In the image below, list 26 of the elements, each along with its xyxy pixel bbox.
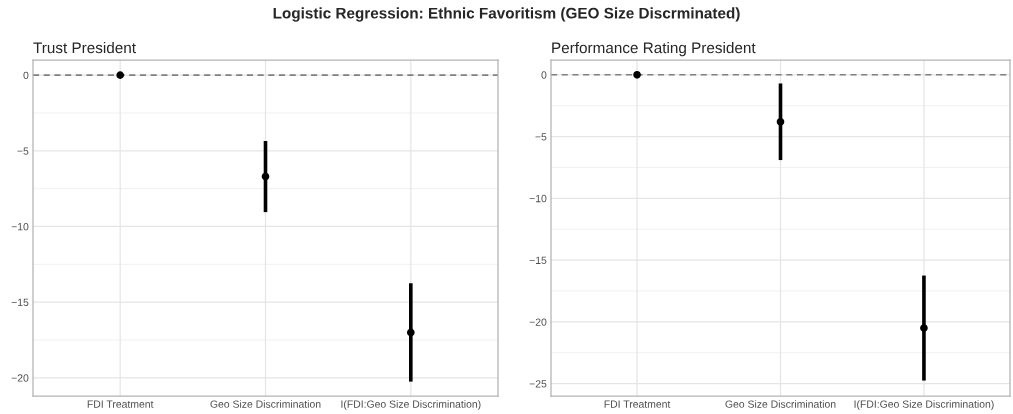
point [633, 71, 641, 79]
point [776, 117, 785, 126]
chart-title: Trust President [33, 41, 136, 54]
text: Logistic Regression: Ethnic Favoritism (GEO Size Discrminated) [273, 7, 740, 22]
x-tick-label: I(FDI:Geo Size Discrimination) [341, 400, 481, 410]
y-tick-label: 0 [23, 71, 29, 80]
y-tick-label: −20 [11, 374, 29, 382]
x-tick-label: FDI Treatment [604, 400, 671, 408]
y-tick-label: −10 [11, 222, 29, 231]
y-tick-label: −15 [529, 256, 547, 264]
y-tick-label: −15 [11, 298, 29, 307]
x-tick-label: I(FDI:Geo Size Discrimination) [854, 400, 994, 410]
point [116, 71, 125, 79]
point [261, 172, 270, 181]
y-tick-label: −5 [17, 147, 29, 155]
point [920, 324, 928, 332]
x-tick-label: Geo Size Discrimination [210, 400, 321, 408]
x-tick-label: Geo Size Discrimination [725, 400, 836, 408]
x-tick-label: FDI Treatment [87, 400, 154, 408]
chart-title: Performance Rating President [552, 41, 756, 57]
y-tick-label: −10 [529, 194, 547, 203]
y-tick-label: −20 [529, 318, 547, 326]
point [406, 328, 415, 337]
y-tick-label: −25 [529, 380, 547, 388]
y-tick-label: 0 [541, 71, 547, 79]
y-tick-label: −5 [535, 133, 547, 141]
